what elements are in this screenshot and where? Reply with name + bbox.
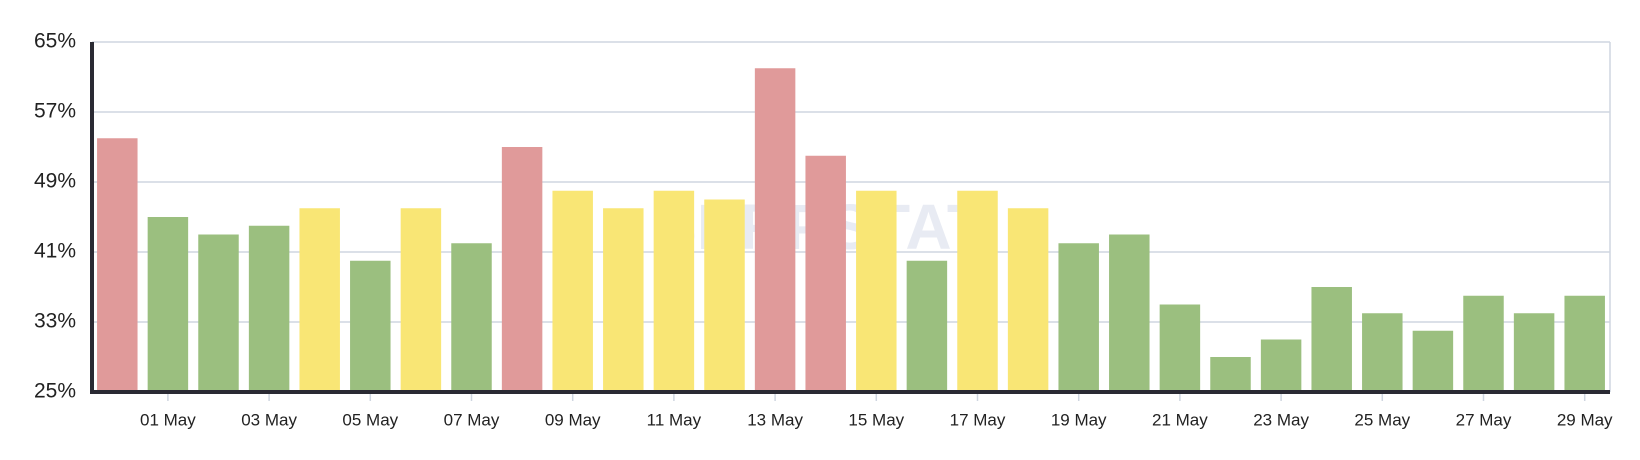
bar xyxy=(704,199,745,392)
bar xyxy=(451,243,492,392)
bar xyxy=(350,260,391,392)
x-tick-label: 27 May xyxy=(1456,410,1512,429)
y-tick-label: 41% xyxy=(34,240,76,263)
bar xyxy=(1564,295,1605,392)
bar xyxy=(1210,357,1251,392)
bar xyxy=(198,234,239,392)
x-tick-label: 01 May xyxy=(140,410,196,429)
bar xyxy=(603,208,644,392)
x-tick-label: 17 May xyxy=(950,410,1006,429)
bar xyxy=(1311,287,1352,392)
x-tick-label: 23 May xyxy=(1253,410,1309,429)
bar xyxy=(957,190,998,392)
y-tick-label: 25% xyxy=(34,380,76,403)
bar xyxy=(299,208,340,392)
bar xyxy=(1109,234,1150,392)
bar xyxy=(805,155,846,392)
bar xyxy=(906,260,948,392)
y-tick-label: 49% xyxy=(34,170,76,193)
x-tick-label: 29 May xyxy=(1557,410,1613,429)
bar xyxy=(552,190,593,392)
bar xyxy=(1513,313,1555,392)
x-tick-label: 05 May xyxy=(342,410,398,429)
x-tick-label: 25 May xyxy=(1354,410,1410,429)
x-tick-label: 11 May xyxy=(647,410,702,429)
x-tick-label: 03 May xyxy=(241,410,297,429)
bar xyxy=(248,225,290,392)
bar xyxy=(400,208,442,392)
x-tick-label: 15 May xyxy=(848,410,904,429)
bar xyxy=(1159,304,1201,392)
bar xyxy=(97,138,138,392)
x-tick-label: 19 May xyxy=(1051,410,1107,429)
y-tick-label: 33% xyxy=(34,310,76,333)
bar xyxy=(1260,339,1302,392)
y-tick-label: 57% xyxy=(34,100,76,123)
bar xyxy=(1058,243,1099,392)
bar xyxy=(1362,313,1403,392)
bar xyxy=(754,68,796,392)
x-tick-label: 21 May xyxy=(1152,410,1208,429)
y-tick-label: 65% xyxy=(34,30,76,53)
bar xyxy=(501,147,543,392)
x-tick-label: 13 May xyxy=(747,410,803,429)
bar xyxy=(147,217,189,392)
bar xyxy=(1007,208,1049,392)
bar xyxy=(1412,330,1454,392)
x-tick-label: 09 May xyxy=(545,410,601,429)
bar xyxy=(856,190,897,392)
x-tick-label: 07 May xyxy=(444,410,500,429)
bar xyxy=(1463,295,1504,392)
bar xyxy=(653,190,695,392)
